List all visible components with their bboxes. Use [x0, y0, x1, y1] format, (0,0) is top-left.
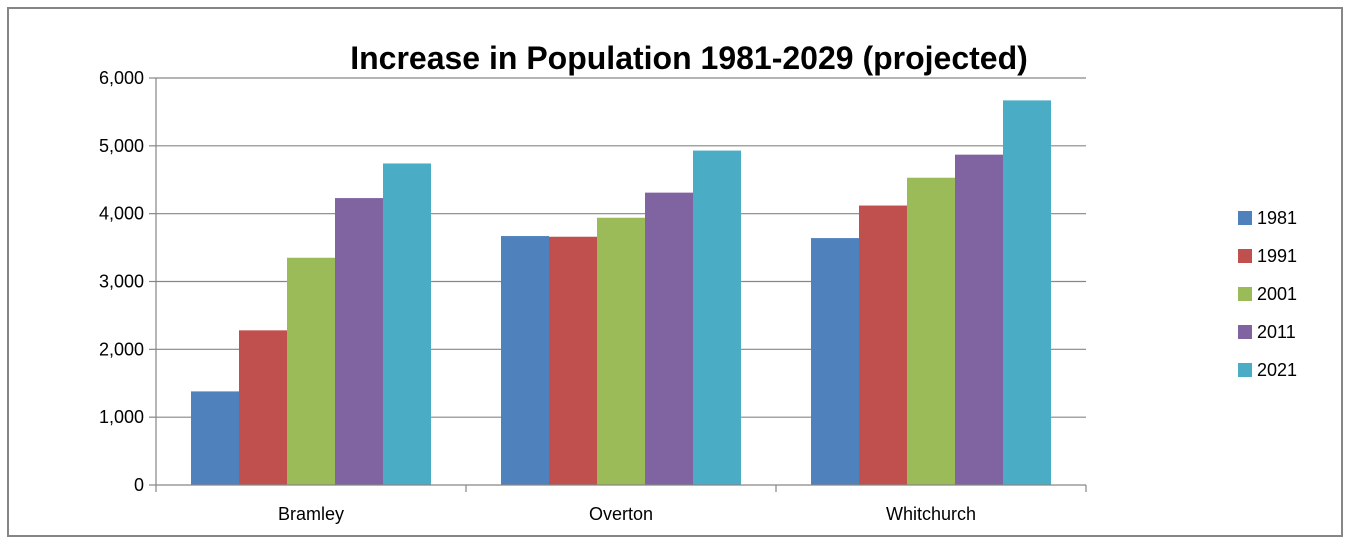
axes — [149, 77, 1087, 492]
y-tick-label: 2,000 — [99, 339, 144, 359]
y-tick-label: 4,000 — [99, 204, 144, 224]
bar-1981-bramley — [191, 391, 239, 485]
x-category-label: Bramley — [278, 504, 344, 524]
legend-swatch — [1238, 325, 1252, 339]
legend: 1981 1991 2001 2011 2021 — [1238, 208, 1297, 380]
legend-swatch — [1238, 287, 1252, 301]
y-tick-label: 1,000 — [99, 407, 144, 427]
bar-1991-overton — [549, 236, 597, 485]
y-axis-ticks: 0 1,000 2,000 3,000 4,000 5,000 6,000 — [99, 68, 144, 495]
chart-title: Increase in Population 1981-2029 (projec… — [350, 40, 1028, 76]
y-tick-label: 3,000 — [99, 272, 144, 292]
legend-label: 1991 — [1257, 246, 1297, 266]
bar-2001-overton — [597, 217, 645, 485]
legend-label: 1981 — [1257, 208, 1297, 228]
bar-2001-whitchurch — [907, 177, 955, 485]
legend-label: 2011 — [1257, 322, 1296, 342]
bar-1991-bramley — [239, 330, 287, 485]
bar-2021-whitchurch — [1003, 100, 1051, 485]
bar-1981-whitchurch — [811, 238, 859, 485]
bar-1991-whitchurch — [859, 205, 907, 485]
legend-label: 2021 — [1257, 360, 1297, 380]
legend-swatch — [1238, 249, 1252, 263]
x-category-label: Whitchurch — [886, 504, 976, 524]
legend-label: 2001 — [1257, 284, 1297, 304]
bar-2021-overton — [693, 150, 741, 485]
bar-1981-overton — [501, 236, 549, 485]
legend-swatch — [1238, 363, 1252, 377]
x-category-label: Overton — [589, 504, 653, 524]
y-tick-label: 5,000 — [99, 136, 144, 156]
bar-2011-whitchurch — [955, 154, 1003, 485]
bars — [191, 100, 1051, 485]
bar-2011-overton — [645, 192, 693, 485]
bar-2011-bramley — [335, 198, 383, 485]
x-axis-labels: Bramley Overton Whitchurch — [278, 504, 976, 524]
bar-2001-bramley — [287, 257, 335, 485]
legend-swatch — [1238, 211, 1252, 225]
y-tick-label: 0 — [134, 475, 144, 495]
bar-2021-bramley — [383, 163, 431, 485]
y-tick-label: 6,000 — [99, 68, 144, 88]
